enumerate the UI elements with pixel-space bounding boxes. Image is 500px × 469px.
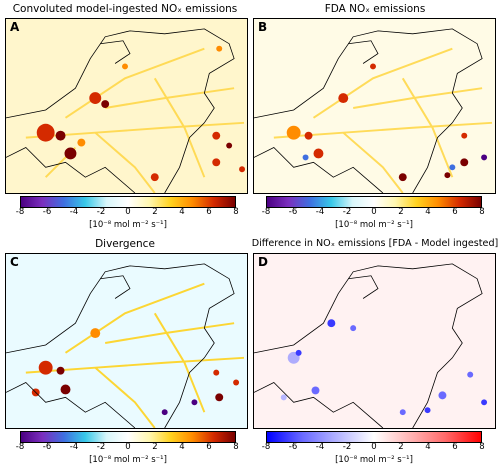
emission-hotspots	[36, 45, 246, 182]
panel-c-field	[6, 254, 247, 428]
panel-b-letter: B	[258, 20, 268, 34]
panel-a-letter: A	[10, 20, 20, 34]
panel-a-colorbar	[20, 196, 236, 208]
panel-a-map: A	[5, 18, 248, 194]
panel-d-colorbar-ticks: -8 -6 -4 -2 0 2 4 6 8	[262, 442, 485, 454]
tick: -2	[342, 207, 352, 217]
panel-a-title: Convoluted model-ingested NOₓ emissions	[12, 3, 238, 15]
panel-b-field	[254, 19, 495, 193]
tick: 8	[233, 207, 239, 217]
tick: 0	[125, 442, 131, 452]
panel-c-colorbar-ticks: -8 -6 -4 -2 0 2 4 6 8	[16, 442, 239, 454]
tick: -4	[69, 442, 79, 452]
tick: 2	[152, 442, 158, 452]
tick: -6	[288, 207, 298, 217]
tick: -2	[96, 207, 106, 217]
emission-road-network	[25, 47, 245, 193]
tick: -8	[15, 442, 25, 452]
country-borders	[6, 263, 235, 428]
tick: 6	[452, 207, 458, 217]
tick: 2	[152, 207, 158, 217]
tick: 6	[206, 442, 212, 452]
tick: 6	[452, 442, 458, 452]
tick: 8	[233, 442, 239, 452]
tick: -6	[288, 442, 298, 452]
tick: 2	[398, 207, 404, 217]
tick: 0	[371, 207, 377, 217]
tick: -8	[261, 442, 271, 452]
panel-c-unit: [10⁻⁸ mol m⁻² s⁻¹]	[89, 455, 167, 465]
country-borders	[6, 28, 235, 193]
panel-c-title: Divergence	[95, 238, 155, 250]
tick: -8	[15, 207, 25, 217]
tick: 0	[125, 207, 131, 217]
panel-d-title: Difference in NOₓ emissions [FDA - Model…	[251, 238, 499, 249]
tick: -8	[261, 207, 271, 217]
country-borders	[254, 263, 483, 428]
tick: -6	[42, 207, 52, 217]
panel-b-unit: [10⁻⁸ mol m⁻² s⁻¹]	[335, 220, 413, 230]
tick: -4	[315, 207, 325, 217]
country-borders	[254, 28, 483, 193]
panel-d-unit: [10⁻⁸ mol m⁻² s⁻¹]	[335, 455, 413, 465]
tick: -2	[342, 442, 352, 452]
tick: 8	[479, 207, 485, 217]
emission-hotspots	[286, 63, 488, 182]
panel-b-map: B	[253, 18, 496, 194]
tick: 4	[179, 207, 185, 217]
tick: 4	[425, 207, 431, 217]
panel-b-colorbar	[266, 196, 482, 208]
tick: -4	[69, 207, 79, 217]
panel-a-unit: [10⁻⁸ mol m⁻² s⁻¹]	[89, 220, 167, 230]
difference-spots	[280, 319, 488, 416]
panel-c-colorbar	[20, 431, 236, 443]
panel-d-field	[254, 254, 495, 428]
panel-d-map: D	[253, 253, 496, 429]
tick: 2	[398, 442, 404, 452]
tick: 6	[206, 207, 212, 217]
panel-b-colorbar-ticks: -8 -6 -4 -2 0 2 4 6 8	[262, 207, 485, 219]
panel-d-letter: D	[258, 255, 268, 269]
panel-b-title: FDA NOₓ emissions	[324, 3, 426, 15]
panel-a-colorbar-ticks: -8 -6 -4 -2 0 2 4 6 8	[16, 207, 239, 219]
tick: 4	[425, 442, 431, 452]
tick: -4	[315, 442, 325, 452]
tick: 8	[479, 442, 485, 452]
panel-d-colorbar	[266, 431, 482, 443]
panel-c-map: C	[5, 253, 248, 429]
tick: -2	[96, 442, 106, 452]
panel-c-letter: C	[10, 255, 19, 269]
tick: 0	[371, 442, 377, 452]
tick: -6	[42, 442, 52, 452]
panel-a-field	[6, 19, 247, 193]
tick: 4	[179, 442, 185, 452]
